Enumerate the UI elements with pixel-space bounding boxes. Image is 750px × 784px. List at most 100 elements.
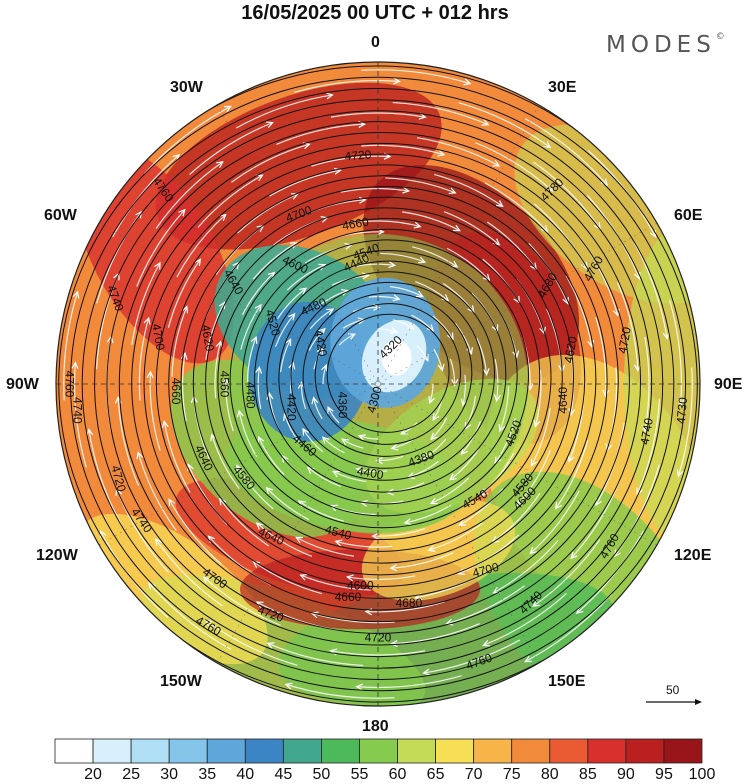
height-contours	[56, 65, 700, 703]
height-contour	[168, 175, 597, 588]
streamline-arrowhead	[219, 213, 227, 222]
streamline-arrowhead	[402, 186, 411, 194]
streamline	[493, 540, 559, 594]
streamline-arrowhead	[495, 200, 504, 208]
streamline-arrowhead	[216, 161, 224, 169]
streamline	[614, 464, 660, 557]
streamline-arrowhead	[428, 396, 435, 405]
streamline-arrowhead	[224, 105, 232, 113]
streamline	[258, 436, 285, 476]
height-contour	[278, 271, 495, 481]
height-contour	[69, 88, 687, 680]
streamline	[205, 301, 226, 360]
colorbar-swatch	[549, 738, 589, 764]
streamline-arrowhead	[430, 432, 438, 441]
streamline-arrowhead	[426, 324, 435, 332]
streamline-arrowhead	[265, 121, 274, 129]
contour-label: 4720	[365, 631, 392, 645]
streamline	[236, 193, 298, 234]
streamline	[595, 317, 607, 397]
streamline	[211, 434, 240, 489]
streamline-arrowhead	[602, 389, 610, 398]
streamline-arrowhead	[326, 308, 335, 316]
contour-label: 4700	[471, 560, 501, 581]
humidity-field	[56, 62, 700, 706]
streamline	[253, 561, 322, 595]
colorbar-tick-label: 65	[426, 766, 445, 783]
streamline	[96, 211, 142, 304]
streamline	[155, 161, 224, 229]
streamline	[494, 418, 516, 464]
streamline-arrowhead	[390, 327, 399, 334]
streamline	[356, 675, 462, 688]
streamline-arrowhead	[194, 258, 202, 267]
height-contour	[326, 313, 450, 433]
height-contour	[94, 110, 664, 658]
colorbar-swatch	[54, 738, 94, 764]
height-contour	[254, 250, 518, 505]
streamline-arrowhead	[390, 443, 399, 451]
streamline	[214, 341, 222, 399]
contour-label: 4720	[108, 464, 129, 494]
streamline	[481, 452, 515, 496]
streamline-arrowhead	[413, 221, 422, 229]
streamline-arrowhead	[448, 473, 457, 481]
streamline-arrowhead	[161, 420, 169, 429]
streamline	[335, 540, 393, 548]
lon-label-30e: 30E	[548, 79, 577, 96]
streamline-arrowhead	[636, 487, 643, 496]
streamline-arrowhead	[570, 551, 578, 560]
streamline	[430, 477, 470, 504]
streamline-arrowhead	[481, 119, 490, 126]
lon-label-120e: 120E	[674, 547, 712, 564]
streamline	[225, 378, 234, 432]
colorbar	[54, 738, 703, 764]
streamline	[112, 154, 180, 238]
streamline-arrowhead	[533, 419, 541, 428]
streamline-arrowhead	[265, 486, 274, 495]
streamline-arrowhead	[168, 498, 176, 507]
contour-label: 4620	[199, 324, 217, 353]
colorbar-tick-label: 85	[578, 766, 597, 783]
contour-label: 4720	[615, 326, 633, 355]
streamline-arrowhead	[250, 335, 258, 344]
streamline	[361, 69, 471, 85]
streamline-arrowhead	[437, 363, 445, 372]
colorbar-swatch	[587, 738, 627, 764]
streamline	[423, 639, 521, 674]
streamline	[534, 369, 542, 427]
streamline-arrowhead	[282, 412, 290, 421]
lon-label-120w: 120W	[36, 547, 78, 564]
streamline-arrowhead	[284, 682, 293, 690]
streamline	[644, 336, 650, 432]
streamline-arrowhead	[236, 409, 244, 418]
streamline-arrowhead	[427, 545, 436, 552]
colorbar-swatch	[168, 738, 208, 764]
streamline-arrowhead	[236, 464, 243, 473]
streamline	[391, 622, 480, 645]
streamline	[402, 211, 461, 232]
streamline	[534, 203, 588, 269]
colorbar-tick-label: 45	[274, 766, 293, 783]
lon-label-180: 180	[362, 718, 389, 735]
colorbar-tick-label: 75	[502, 766, 521, 783]
colorbar-swatch	[663, 738, 703, 764]
streamline-arrowhead	[358, 196, 367, 204]
height-contour	[241, 239, 529, 517]
streamline	[404, 504, 452, 524]
streamline	[149, 371, 161, 451]
streamline	[176, 214, 227, 278]
streamline-arrowhead	[252, 560, 261, 568]
streamline-arrowhead	[255, 522, 264, 530]
streamline	[256, 522, 313, 557]
streamline	[266, 487, 310, 521]
streamline	[434, 173, 503, 207]
streamline-arrowhead	[633, 271, 641, 280]
streamline-arrowhead	[453, 224, 461, 232]
streamline	[137, 452, 177, 531]
streamline-arrowhead	[418, 112, 427, 120]
streamline	[240, 304, 262, 350]
streamline	[392, 101, 489, 126]
streamline-arrowhead	[136, 451, 144, 460]
streamline-arrowhead	[460, 447, 468, 456]
